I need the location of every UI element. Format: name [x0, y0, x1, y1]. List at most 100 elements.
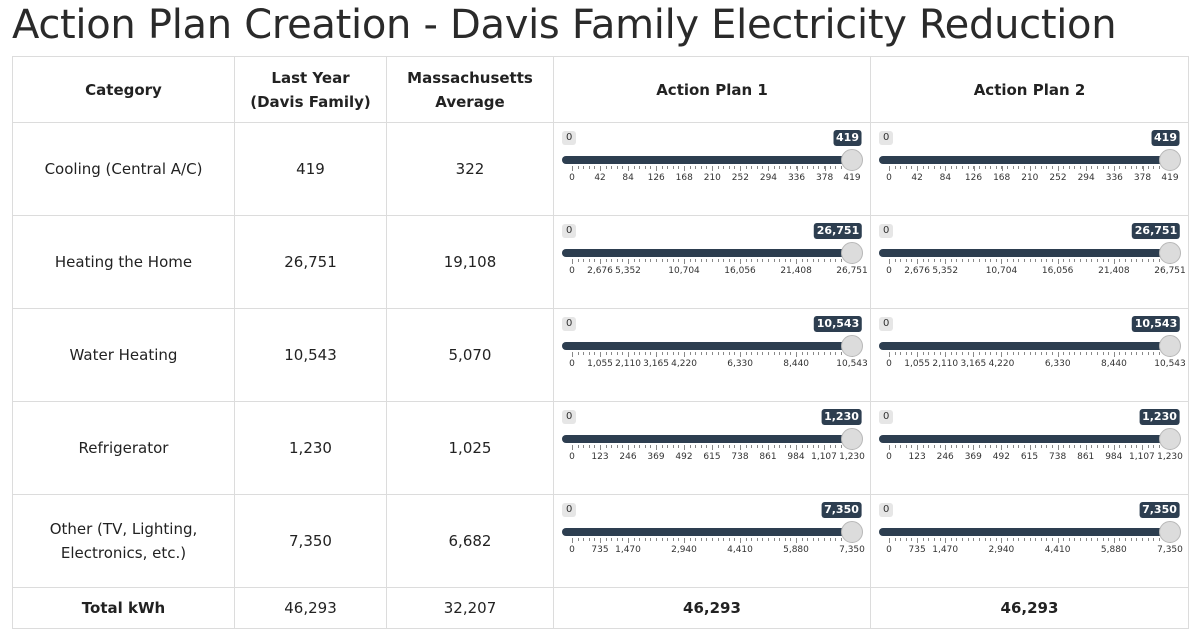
plan1-slider[interactable]: 0 0 2,676 5,352 10,704 16,056 21,408 26,751 26,7…	[562, 216, 868, 309]
slider-minor-tick	[1068, 445, 1070, 448]
slider-minor-tick	[633, 259, 635, 262]
slider-minor-tick	[835, 352, 837, 355]
table-row: Cooling (Central A/C) 419 322 0 0 42 84 126 1…	[12, 122, 1189, 216]
slider-minor-tick	[717, 352, 719, 355]
slider-handle[interactable]	[841, 428, 863, 450]
slider-minor-tick	[790, 259, 792, 262]
slider-tick-label: 1,055	[587, 359, 613, 369]
header-row: Category Last Year (Davis Family) Massac…	[12, 56, 1189, 123]
plan1-slider[interactable]: 0 0 1,055 2,110 3,165 4,220 6,330 8,440 10,543 10…	[562, 309, 868, 402]
slider-minor-tick	[801, 259, 803, 262]
slider-minor-tick	[829, 538, 831, 541]
slider-minor-tick	[644, 538, 646, 541]
slider-major-tick	[889, 259, 890, 264]
slider-handle[interactable]	[1159, 242, 1181, 264]
slider-minor-tick	[962, 445, 964, 448]
slider-major-tick	[917, 538, 919, 543]
plan1-slider[interactable]: 0 0 42 84 126 168 210 252 294 336 378 419 419	[562, 123, 863, 216]
slider-minor-tick	[1068, 538, 1070, 541]
slider-tick-label: 378	[816, 173, 834, 183]
slider-minor-tick	[1068, 166, 1070, 169]
slider-minor-tick	[1141, 352, 1143, 355]
slider-handle[interactable]	[1159, 149, 1181, 171]
slider-minor-tick	[956, 259, 958, 262]
slider-minor-tick	[1136, 445, 1138, 448]
slider-minor-tick	[784, 259, 786, 262]
slider-minor-tick	[812, 166, 814, 169]
plan2-slider[interactable]: 0 0 1,055 2,110 3,165 4,220 6,330 8,440 10,543 10…	[879, 309, 1186, 402]
slider-minor-tick	[840, 538, 842, 541]
slider-value-label: 7,350	[821, 502, 862, 518]
slider-minor-tick	[829, 259, 831, 262]
category-cell: Refrigerator	[12, 401, 235, 495]
slider-minor-tick	[1035, 445, 1037, 448]
slider-minor-tick	[689, 259, 691, 262]
category-cell: Heating the Home	[12, 215, 235, 309]
slider-minor-tick	[650, 352, 652, 355]
slider-minor-tick	[588, 352, 590, 355]
plan2-slider[interactable]: 0 0 123 246 369 492 615 738 861 984 1,107 1,230 1,23…	[879, 402, 1183, 495]
slider-minor-tick	[928, 352, 930, 355]
slider-minor-tick	[706, 352, 708, 355]
slider-handle[interactable]	[1159, 521, 1181, 543]
slider-major-tick	[1029, 445, 1031, 450]
slider-minor-tick	[928, 259, 930, 262]
slider-minor-tick	[1108, 352, 1110, 355]
last-year-cell: 10,543	[234, 308, 387, 402]
slider-tick-label: 0	[569, 173, 575, 183]
slider-handle[interactable]	[841, 242, 863, 264]
slider-minor-tick	[818, 166, 820, 169]
slider-minor-tick	[1158, 259, 1160, 262]
slider-minor-tick	[1046, 445, 1048, 448]
slider-major-tick	[973, 445, 975, 450]
slider-tick-label: 126	[647, 173, 665, 183]
slider-minor-tick	[894, 445, 896, 448]
slider-tick-label: 10,704	[668, 266, 700, 276]
slider-minor-tick	[1007, 352, 1009, 355]
slider-major-tick	[917, 259, 919, 264]
slider-major-tick	[917, 352, 919, 357]
slider-minor-tick	[894, 352, 896, 355]
slider-tick-label: 0	[886, 452, 892, 462]
plan2-slider[interactable]: 0 0 735 1,470 2,940 4,410 5,880 7,350 7,350	[879, 495, 1183, 588]
slider-minor-tick	[1108, 166, 1110, 169]
slider-handle[interactable]	[841, 149, 863, 171]
slider-minor-tick	[1007, 445, 1009, 448]
slider-minor-tick	[689, 445, 691, 448]
slider-major-tick	[628, 538, 629, 543]
plan1-slider[interactable]: 0 0 735 1,470 2,940 4,410 5,880 7,350 7,350	[562, 495, 865, 588]
slider-major-tick	[1001, 166, 1003, 171]
slider-minor-tick	[829, 445, 831, 448]
slider-fill	[879, 528, 1170, 536]
slider-minor-tick	[1051, 538, 1053, 541]
slider-minor-tick	[695, 538, 697, 541]
slider-minor-tick	[922, 538, 924, 541]
ma-average-cell: 5,070	[386, 308, 554, 402]
table-row: Refrigerator 1,230 1,025 0 0 123 246 369 492 6…	[12, 401, 1189, 495]
slider-minor-tick	[1012, 259, 1014, 262]
slider-major-tick	[1113, 445, 1115, 450]
slider-minor-tick	[1096, 352, 1098, 355]
slider-major-tick	[656, 352, 658, 357]
plan1-slider[interactable]: 0 0 123 246 369 492 615 738 861 984 1,107 1,230 1,23…	[562, 402, 865, 495]
slider-handle[interactable]	[841, 335, 863, 357]
slider-major-tick	[1001, 352, 1003, 357]
slider-major-tick	[796, 352, 798, 357]
slider-handle[interactable]	[1159, 335, 1181, 357]
slider-major-tick	[768, 166, 770, 171]
plan2-slider[interactable]: 0 0 42 84 126 168 210 252 294 336 378 419 419	[879, 123, 1181, 216]
slider-tick-label: 84	[622, 173, 634, 183]
slider-minor-tick	[1096, 445, 1098, 448]
slider-minor-tick	[928, 166, 930, 169]
slider-major-tick	[945, 352, 947, 357]
total-row: Total kWh 46,293 32,207 46,293 46,293	[12, 587, 1189, 629]
slider-tick-label: 3,165	[643, 359, 669, 369]
slider-minor-tick	[950, 259, 952, 262]
slider-handle[interactable]	[1159, 428, 1181, 450]
slider-handle[interactable]	[841, 521, 863, 543]
slider-minor-tick	[583, 445, 585, 448]
slider-minor-tick	[1063, 166, 1065, 169]
slider-minor-tick	[1125, 352, 1127, 355]
plan2-slider[interactable]: 0 0 2,676 5,352 10,704 16,056 21,408 26,751 26,7…	[879, 216, 1186, 309]
slider-tick-label: 735	[908, 545, 926, 555]
